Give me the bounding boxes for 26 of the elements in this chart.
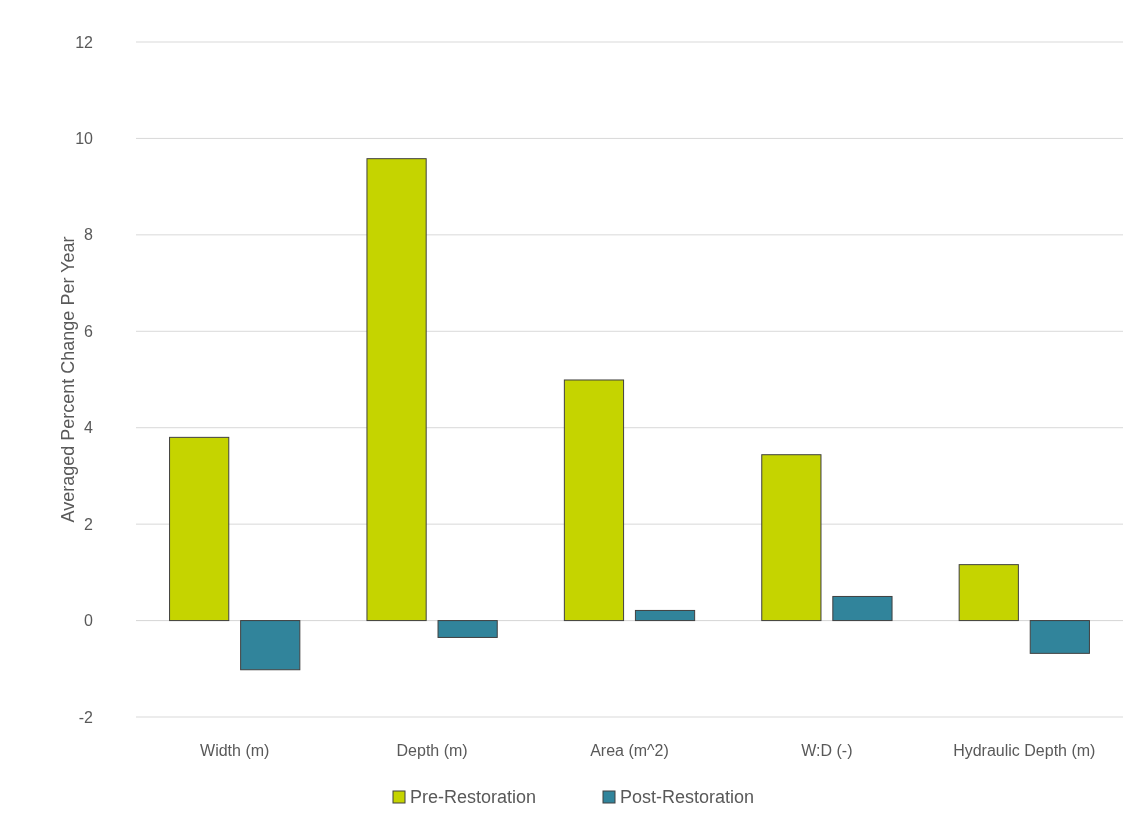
bar — [563, 379, 625, 622]
bar — [1029, 620, 1090, 654]
y-tick-label: 10 — [75, 130, 94, 148]
x-tick-label: W:D (-) — [801, 742, 853, 759]
y-tick-label: -2 — [78, 708, 94, 726]
x-tick-label: Width (m) — [200, 742, 270, 759]
bar — [634, 609, 696, 622]
y-axis-title: Averaged Percent Change Per Year — [58, 236, 78, 523]
x-tick-label: Hydraulic Depth (m) — [953, 742, 1096, 759]
y-tick-label: 2 — [84, 515, 94, 533]
bar — [437, 620, 498, 638]
bar — [761, 454, 822, 622]
bar — [958, 564, 1019, 622]
y-tick-label: 8 — [84, 226, 94, 244]
legend-label: Pre-Restoration — [410, 787, 537, 807]
y-tick-label: 0 — [84, 612, 94, 630]
y-tick-label: 6 — [84, 322, 94, 340]
bar — [832, 595, 893, 622]
bar — [366, 158, 427, 622]
legend-label: Post-Restoration — [620, 787, 755, 807]
bar — [169, 436, 230, 622]
y-tick-label: 4 — [84, 419, 94, 437]
x-tick-label: Area (m^2) — [590, 742, 669, 759]
bar — [240, 620, 301, 671]
x-tick-label: Depth (m) — [396, 742, 468, 759]
y-tick-label: 12 — [75, 33, 94, 51]
